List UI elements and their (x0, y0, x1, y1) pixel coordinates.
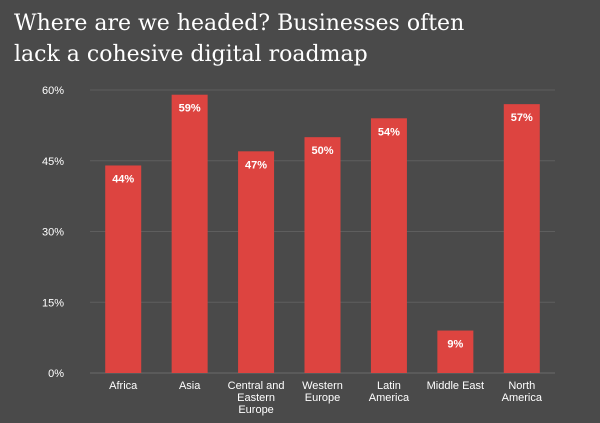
bar (437, 330, 474, 373)
value-label: 57% (511, 112, 533, 124)
bar (304, 137, 341, 373)
value-label: 47% (245, 159, 267, 171)
chart-title: Where are we headed? Businesses often la… (14, 8, 594, 70)
category-label: North America (502, 380, 543, 404)
value-labels: 44% 59% 47% 50% 54% 9% 57% (112, 103, 533, 351)
category-label: Africa (109, 380, 138, 392)
category-label-line: North (508, 380, 535, 392)
y-tick-label: 60% (42, 85, 64, 97)
chart-title-line-2: lack a cohesive digital roadmap (14, 42, 368, 67)
category-label-line: Europe (238, 404, 273, 416)
chart-title-line-1: Where are we headed? Businesses often (14, 11, 465, 36)
category-label: Middle East (427, 380, 484, 392)
category-label-line: America (502, 392, 543, 404)
y-tick-label: 45% (42, 156, 64, 168)
category-label-line: Central and (228, 380, 285, 392)
value-label: 50% (311, 145, 333, 157)
y-tick-label: 0% (48, 368, 64, 380)
value-label: 54% (378, 126, 400, 138)
value-label: 59% (179, 103, 201, 115)
y-tick-label: 15% (42, 297, 64, 309)
y-tick-label: 30% (42, 227, 64, 239)
category-label-line: Western (302, 380, 343, 392)
value-label: 44% (112, 173, 134, 185)
bar (105, 165, 142, 373)
bar (238, 151, 275, 373)
category-label-line: Asia (179, 380, 201, 392)
bar (503, 104, 540, 374)
category-label: Central and Eastern Europe (228, 380, 285, 416)
bars (105, 94, 540, 374)
category-label: Latin America (369, 380, 410, 404)
category-label-line: Africa (109, 380, 138, 392)
category-label-line: Europe (305, 392, 340, 404)
bar (171, 94, 208, 373)
category-labels: Africa Asia Central and Eastern EuropeWester… (109, 380, 543, 416)
category-label: Western Europe (302, 380, 343, 404)
bar (370, 118, 407, 373)
category-label-line: Middle East (427, 380, 484, 392)
category-label-line: Eastern (237, 392, 275, 404)
category-label-line: America (369, 392, 410, 404)
category-label-line: Latin (377, 380, 401, 392)
value-label: 9% (447, 339, 463, 351)
category-label: Asia (179, 380, 201, 392)
y-axis-ticks: 0% 15% 30% 45% 60% (42, 85, 64, 380)
